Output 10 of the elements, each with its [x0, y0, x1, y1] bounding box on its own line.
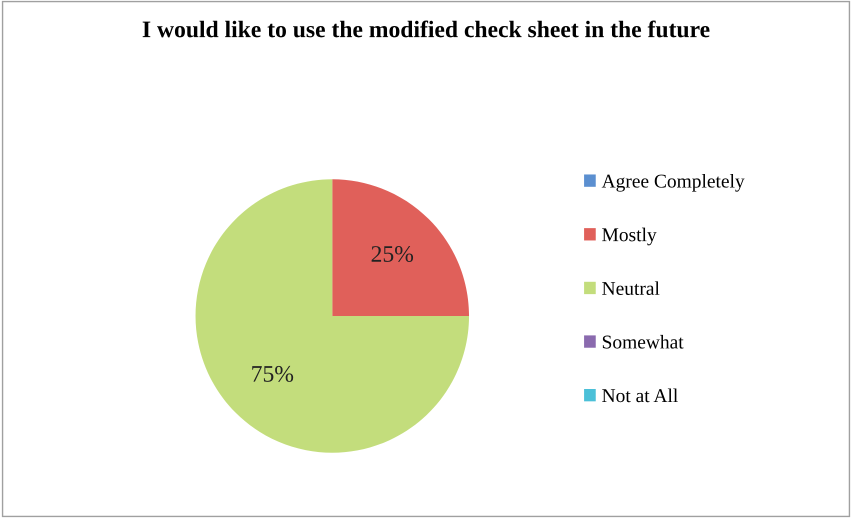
pie-slice	[332, 179, 470, 316]
chart-title: I would like to use the modified check sheet in the future	[142, 20, 710, 38]
legend-label: Not at All	[602, 388, 678, 402]
legend-label: Somewhat	[602, 334, 684, 349]
data-label: 75%	[252, 366, 294, 382]
legend-label: Mostly	[602, 228, 657, 246]
legend-label: Neutral	[602, 281, 660, 295]
pie-slice	[196, 179, 470, 453]
legend-label: Agree Completely	[602, 174, 745, 192]
data-label: 25%	[372, 246, 414, 262]
